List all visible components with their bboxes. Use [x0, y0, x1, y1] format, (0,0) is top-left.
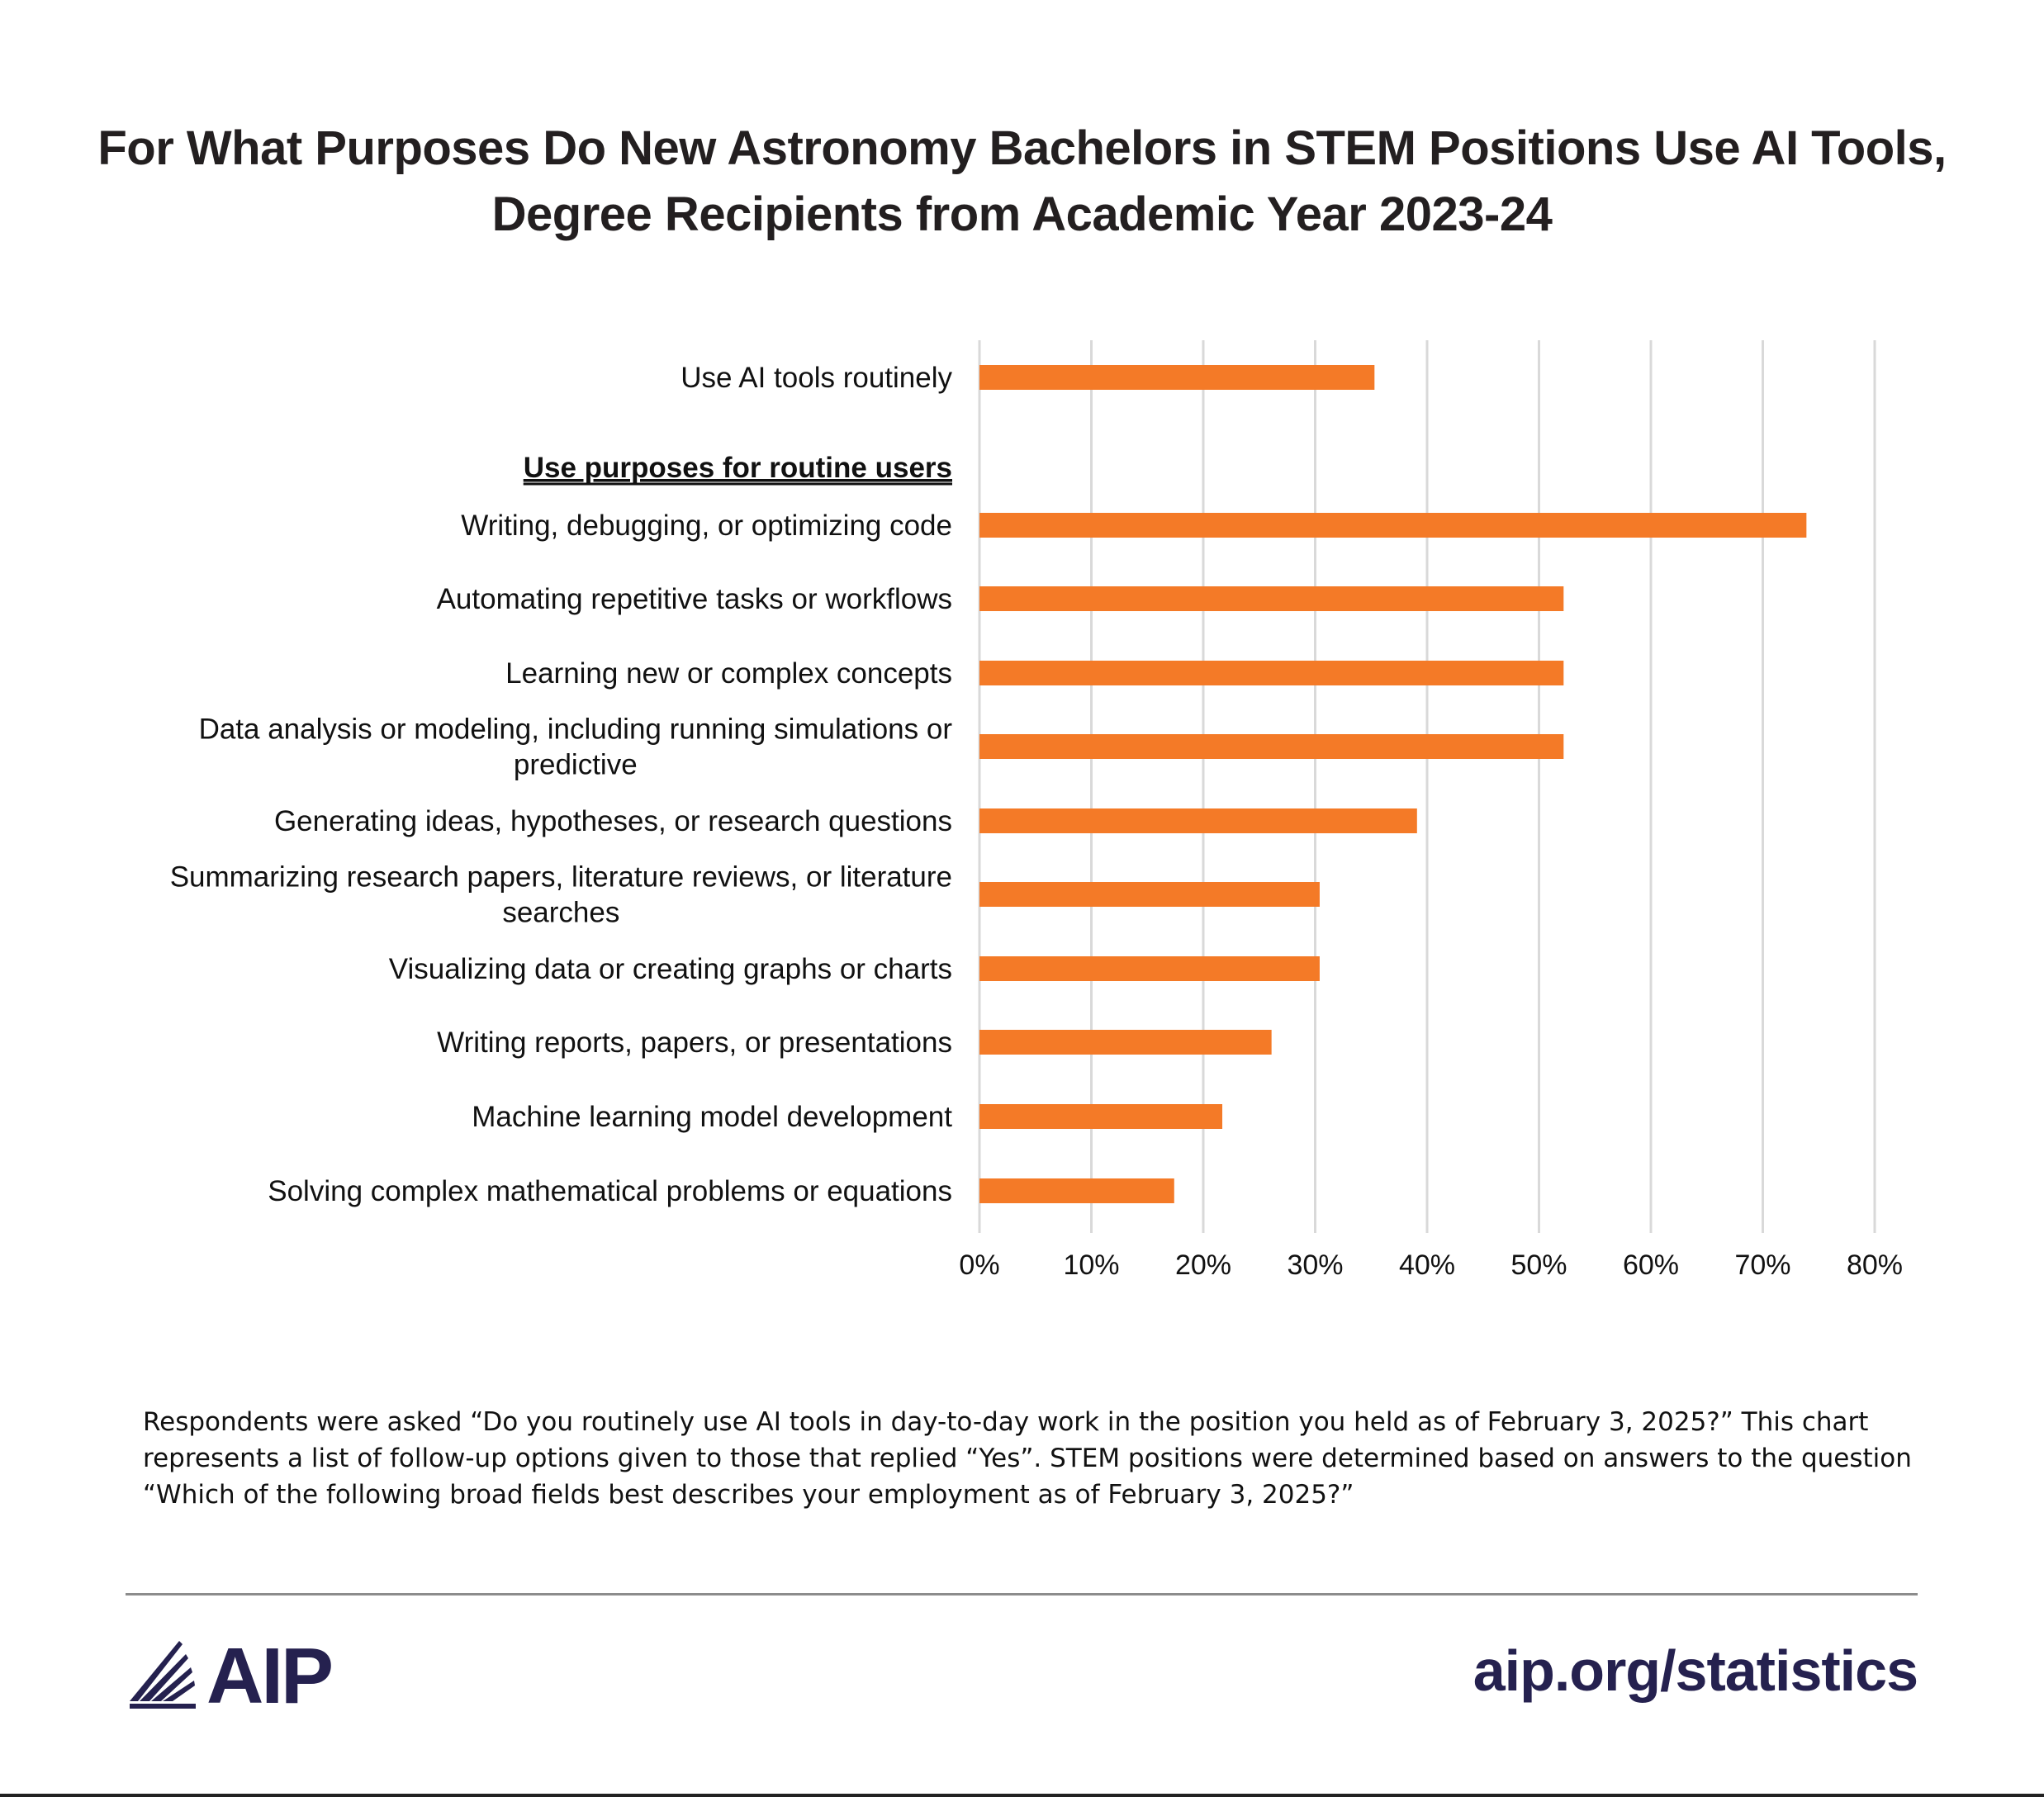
chart-title-line-1: For What Purposes Do New Astronomy Bache…: [97, 121, 1947, 175]
x-tick-label-60: 60%: [1623, 1249, 1679, 1281]
section-heading: Use purposes for routine users: [524, 452, 952, 484]
bar-2: [979, 586, 1564, 611]
footer-divider: [126, 1593, 1918, 1595]
aip-logo-icon: [130, 1641, 196, 1709]
x-tick-label-70: 70%: [1734, 1249, 1790, 1281]
bar-6: [979, 882, 1320, 907]
bar-9: [979, 1104, 1223, 1129]
bar-8: [979, 1030, 1272, 1055]
bar-7: [979, 956, 1320, 981]
chart-title: For What Purposes Do New Astronomy Bache…: [0, 116, 2044, 248]
aip-logo-text: AIP: [206, 1632, 334, 1720]
category-label-4-line-1: predictive: [514, 749, 638, 781]
category-label-9: Machine learning model development: [472, 1101, 952, 1133]
category-label-3: Learning new or complex concepts: [505, 657, 952, 690]
x-tick-label-0: 0%: [959, 1249, 999, 1281]
category-label-4-line-0: Data analysis or modeling, including run…: [199, 714, 953, 746]
category-label-1: Writing, debugging, or optimizing code: [461, 510, 952, 542]
category-label-0: Use AI tools routinely: [681, 362, 952, 394]
site-url: aip.org/statistics: [1473, 1638, 1918, 1703]
chart-title-line-2: Degree Recipients from Academic Year 202…: [491, 187, 1553, 241]
x-tick-label-30: 30%: [1287, 1249, 1343, 1281]
category-label-5: Generating ideas, hypotheses, or researc…: [274, 805, 952, 837]
x-tick-label-40: 40%: [1399, 1249, 1455, 1281]
bar-1: [979, 513, 1807, 538]
x-tick-label-10: 10%: [1063, 1249, 1119, 1281]
category-label-8: Writing reports, papers, or presentation…: [437, 1027, 952, 1059]
bar-5: [979, 808, 1417, 833]
bar-10: [979, 1178, 1174, 1203]
x-tick-label-20: 20%: [1175, 1249, 1231, 1281]
category-label-2: Automating repetitive tasks or workflows: [437, 583, 952, 615]
category-label-10: Solving complex mathematical problems or…: [268, 1175, 952, 1207]
bar-chart: 0% 10% 20% 30% 40% 50% 60% 70% 80% Use AI tools r…: [170, 340, 1903, 1281]
footnote: Respondents were asked “Do you routinely…: [143, 1407, 1912, 1510]
category-label-7: Visualizing data or creating graphs or c…: [389, 953, 952, 985]
bar-3: [979, 661, 1564, 685]
x-tick-label-50: 50%: [1510, 1249, 1567, 1281]
bottom-border: [0, 1794, 2044, 1797]
category-label-6-line-1: searches: [502, 897, 619, 929]
bar-4: [979, 734, 1564, 759]
category-label-6-line-0: Summarizing research papers, literature …: [170, 861, 952, 894]
bar-0: [979, 365, 1375, 390]
x-tick-label-80: 80%: [1847, 1249, 1903, 1281]
